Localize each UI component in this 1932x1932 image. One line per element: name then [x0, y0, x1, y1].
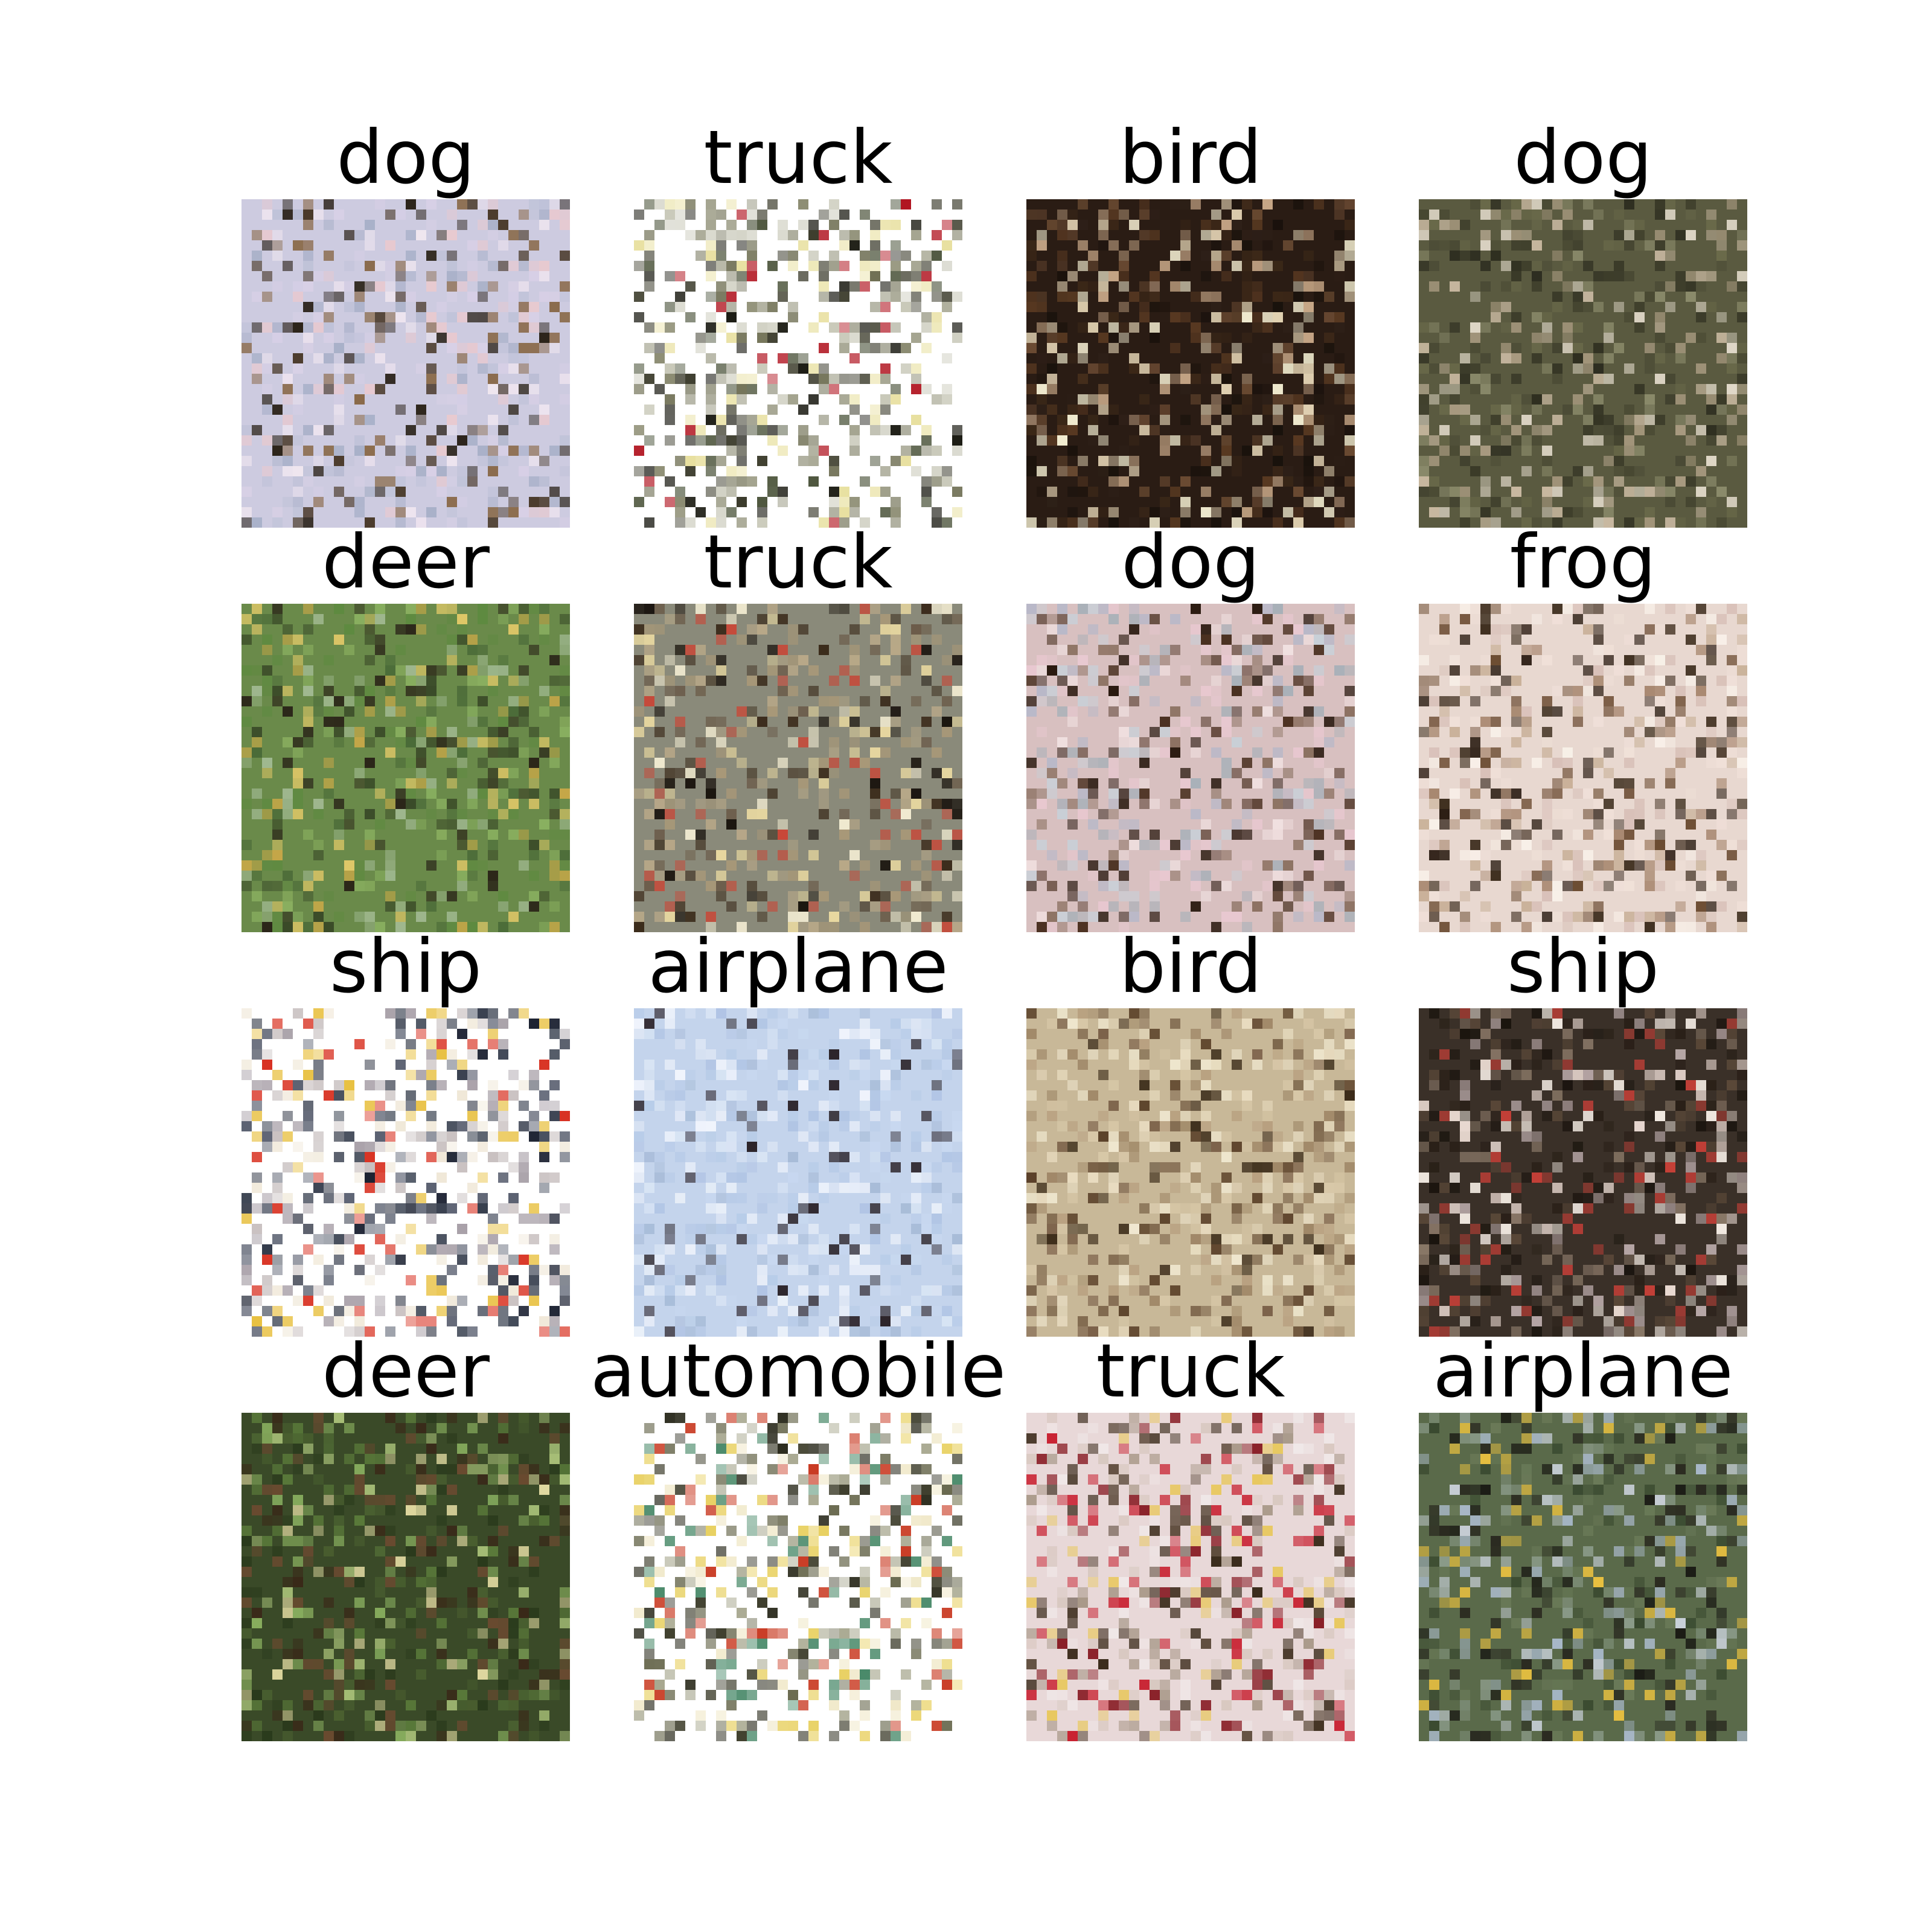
grid-cell: dog [242, 121, 570, 528]
generated-image [634, 1008, 962, 1337]
image-label: dog [1121, 519, 1260, 605]
image-label: truck [1096, 1328, 1285, 1414]
grid-cell: ship [1419, 930, 1747, 1337]
image-label: truck [703, 115, 893, 200]
image-label: ship [1506, 924, 1660, 1009]
image-label: automobile [590, 1328, 1006, 1414]
grid-cell: truck [634, 121, 962, 528]
grid-cell: airplane [634, 930, 962, 1337]
generated-image [1026, 199, 1355, 528]
grid-cell: ship [242, 930, 570, 1337]
generated-image [1419, 1008, 1747, 1337]
generated-image [1026, 604, 1355, 932]
grid-cell: truck [1026, 1334, 1355, 1741]
generated-image [1026, 1008, 1355, 1337]
image-label: deer [322, 1328, 490, 1414]
grid-cell: dog [1419, 121, 1747, 528]
grid-cell: deer [242, 1334, 570, 1741]
image-label: deer [322, 519, 490, 605]
grid-cell: dog [1026, 525, 1355, 932]
generated-image [634, 1413, 962, 1741]
grid-cell: truck [634, 525, 962, 932]
generated-image [242, 604, 570, 932]
generated-image [1419, 199, 1747, 528]
image-label: airplane [1433, 1328, 1733, 1414]
generated-image [242, 1008, 570, 1337]
image-label: bird [1119, 924, 1262, 1009]
generated-image [242, 1413, 570, 1741]
grid-cell: airplane [1419, 1334, 1747, 1741]
image-label: ship [329, 924, 482, 1009]
generated-image [634, 604, 962, 932]
grid-cell: bird [1026, 121, 1355, 528]
generated-image [1026, 1413, 1355, 1741]
generated-image [634, 199, 962, 528]
image-label: dog [336, 115, 475, 200]
grid-cell: bird [1026, 930, 1355, 1337]
image-label: airplane [648, 924, 948, 1009]
generated-image [1419, 1413, 1747, 1741]
image-label: dog [1514, 115, 1652, 200]
grid-cell: frog [1419, 525, 1747, 932]
image-label: truck [703, 519, 893, 605]
image-label: frog [1509, 519, 1657, 605]
generated-image [242, 199, 570, 528]
grid-cell: deer [242, 525, 570, 932]
grid-cell: automobile [590, 1334, 1006, 1741]
image-label: bird [1119, 115, 1262, 200]
generated-image [1419, 604, 1747, 932]
